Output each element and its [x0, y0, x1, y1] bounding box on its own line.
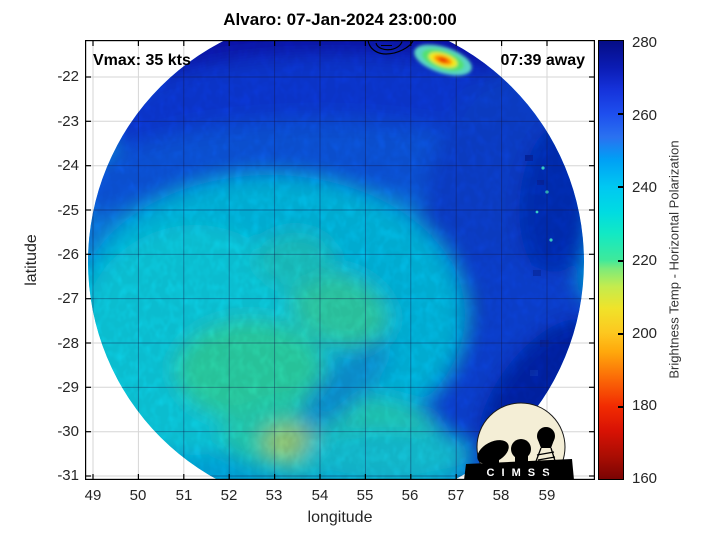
colorbar-tick-label: 240 — [632, 179, 658, 196]
y-tick-label: -26 — [57, 246, 79, 263]
colorbar-tick-label: 160 — [632, 470, 658, 487]
colorbar-tick-mark — [618, 186, 623, 188]
colorbar-tick-label: 280 — [632, 34, 658, 51]
colorbar-axis-label: Brightness Temp - Horizontal Polarizatio… — [666, 140, 682, 379]
y-tick-label: -29 — [57, 379, 79, 396]
time-away-annotation: 07:39 away — [500, 52, 585, 69]
x-tick-label: 55 — [356, 487, 374, 504]
y-tick-label: -23 — [57, 113, 79, 130]
y-tick-label: -31 — [57, 467, 79, 484]
colorbar-tick-label: 200 — [632, 325, 658, 342]
x-tick-label: 59 — [538, 487, 556, 504]
x-tick-label: 54 — [311, 487, 329, 504]
x-tick-label: 53 — [265, 487, 283, 504]
x-tick-label: 56 — [401, 487, 419, 504]
x-tick-label: 50 — [129, 487, 147, 504]
plot-title: Alvaro: 07-Jan-2024 23:00:00 — [223, 10, 457, 29]
colorbar-tick-mark — [618, 113, 623, 115]
y-tick-label: -30 — [57, 423, 79, 440]
cimss-logo: C I M S S — [464, 402, 574, 492]
y-tick-label: -28 — [57, 335, 79, 352]
colorbar-tick-label: 180 — [632, 397, 658, 414]
colorbar-tick-label: 260 — [632, 107, 658, 124]
colorbar-tick-mark — [618, 406, 623, 408]
y-axis-label: latitude — [23, 234, 40, 286]
x-tick-label: 49 — [84, 487, 102, 504]
colorbar-tick-mark — [618, 333, 623, 335]
axis-ticks — [85, 40, 595, 480]
y-tick-label: -24 — [57, 157, 79, 174]
colorbar-tick-label: 220 — [632, 252, 658, 269]
swath-disk — [88, 14, 584, 510]
swath-plot-canvas: C I M S S — [85, 14, 595, 510]
plot-area: C I M S S — [85, 14, 595, 510]
x-axis-label: longitude — [307, 509, 373, 526]
y-tick-label: -27 — [57, 290, 79, 307]
y-tick-label: -22 — [57, 68, 79, 85]
y-tick-label: -25 — [57, 202, 79, 219]
vmax-annotation: Vmax: 35 kts — [93, 52, 191, 69]
colorbar-tick-mark — [618, 260, 623, 262]
cimss-banner-text: C I M S S — [486, 467, 551, 479]
colorbar — [598, 40, 624, 480]
x-tick-label: 57 — [447, 487, 465, 504]
x-tick-label: 52 — [220, 487, 238, 504]
contour-loop — [367, 39, 414, 55]
x-tick-label: 58 — [492, 487, 510, 504]
x-tick-label: 51 — [175, 487, 193, 504]
cold-spot — [414, 44, 472, 76]
axes-border — [85, 40, 595, 480]
